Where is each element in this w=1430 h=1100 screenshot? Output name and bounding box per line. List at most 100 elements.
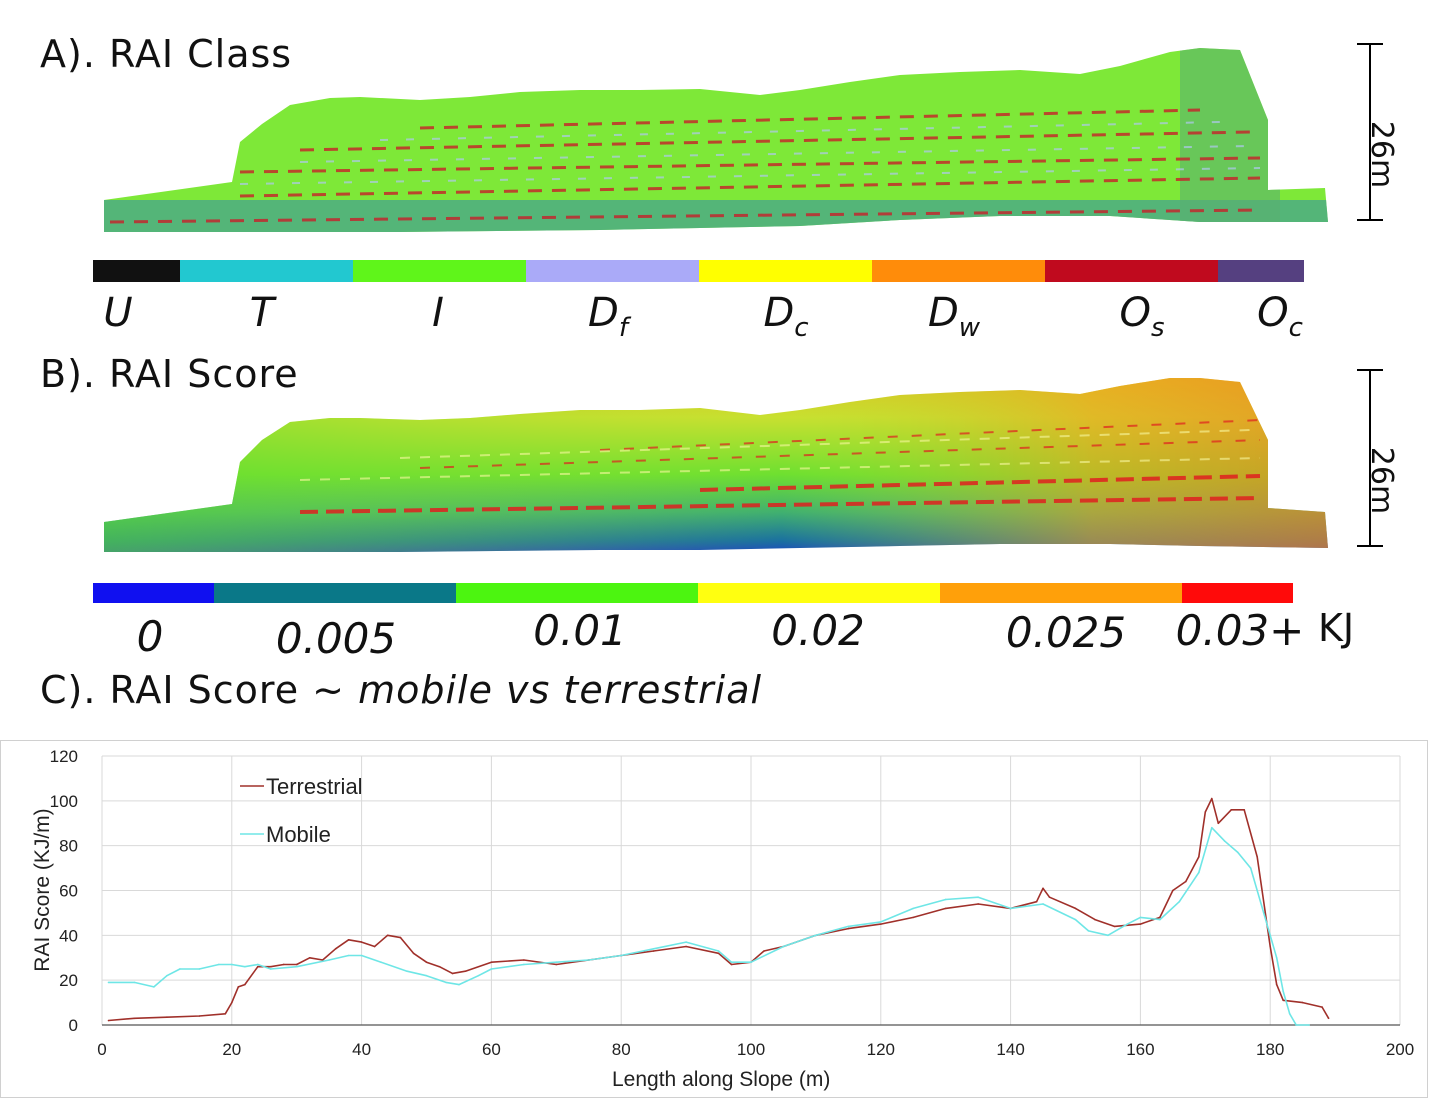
- data-point: [620, 954, 622, 957]
- data-point: [1113, 925, 1116, 928]
- data-point: [1301, 1001, 1304, 1004]
- data-point: [1139, 923, 1142, 925]
- data-point: [1074, 918, 1077, 921]
- data-point: [1185, 880, 1187, 883]
- data-point: [523, 963, 525, 966]
- data-point: [133, 981, 136, 984]
- data-point: [977, 903, 979, 905]
- data-point: [652, 950, 655, 952]
- data-point: [1223, 840, 1226, 842]
- data-point: [750, 961, 752, 964]
- data-point: [256, 963, 259, 966]
- data-point: [912, 916, 915, 919]
- data-point: [218, 963, 220, 966]
- data-point: [1230, 809, 1233, 811]
- x-tick-label: 140: [996, 1040, 1024, 1059]
- data-point: [815, 934, 817, 937]
- data-point: [1087, 930, 1090, 932]
- class-label-6: Os: [1119, 290, 1165, 343]
- x-tick-label: 100: [737, 1040, 765, 1059]
- score-label-2: 0.01: [533, 606, 627, 655]
- data-point: [373, 945, 376, 948]
- data-point: [1107, 934, 1109, 937]
- data-point: [1262, 912, 1265, 914]
- data-point: [451, 972, 454, 975]
- x-tick-label: 160: [1126, 1040, 1154, 1059]
- class-label-5: Dw: [927, 290, 981, 343]
- data-point: [321, 959, 324, 961]
- y-tick-label: 80: [59, 837, 78, 856]
- data-point: [1159, 916, 1161, 919]
- data-point: [1275, 983, 1278, 986]
- data-point: [243, 965, 246, 968]
- data-point: [880, 921, 882, 923]
- data-point: [555, 963, 558, 966]
- data-point: [685, 945, 687, 948]
- data-point: [490, 961, 493, 964]
- data-point: [133, 1017, 136, 1020]
- data-point: [555, 961, 558, 964]
- x-tick-label: 20: [222, 1040, 241, 1059]
- data-point: [360, 941, 363, 943]
- data-point: [406, 970, 408, 972]
- data-point: [847, 925, 850, 928]
- data-point: [1321, 1006, 1323, 1008]
- data-point: [1126, 923, 1129, 925]
- data-point: [763, 950, 765, 952]
- data-point: [243, 983, 246, 986]
- data-point: [717, 950, 720, 952]
- data-point: [256, 965, 259, 968]
- data-point: [1172, 889, 1174, 892]
- data-point: [347, 939, 350, 941]
- data-point: [880, 923, 882, 925]
- class-label-2: I: [432, 290, 444, 336]
- data-point: [847, 927, 850, 930]
- data-point: [782, 945, 785, 948]
- data-point: [944, 907, 947, 910]
- x-tick-label: 80: [612, 1040, 631, 1059]
- data-point: [153, 986, 155, 988]
- score-legend-unit: KJ: [1318, 606, 1355, 650]
- data-point: [1236, 851, 1239, 854]
- legend-label-mobile: Mobile: [266, 822, 331, 847]
- data-point: [328, 959, 330, 961]
- class-label-1: T: [249, 290, 275, 336]
- data-point: [1210, 826, 1213, 829]
- data-point: [490, 968, 493, 970]
- data-point: [652, 947, 655, 950]
- data-point: [107, 981, 110, 984]
- y-tick-label: 100: [50, 792, 78, 811]
- class-label-0: U: [103, 290, 133, 336]
- score-label-5: 0.03+: [1175, 606, 1305, 655]
- data-point: [347, 954, 350, 957]
- x-axis-title: Length along Slope (m): [612, 1068, 831, 1091]
- panel-c-title: C). RAI Score ~ mobile vs terrestrial: [40, 668, 763, 712]
- data-point: [1048, 896, 1051, 899]
- data-point: [231, 1001, 233, 1004]
- x-tick-label: 200: [1386, 1040, 1414, 1059]
- data-point: [1282, 999, 1284, 1002]
- data-point: [458, 983, 460, 986]
- data-point: [1269, 945, 1271, 948]
- data-point: [1042, 903, 1044, 905]
- data-point: [445, 981, 447, 984]
- data-point: [1210, 797, 1213, 800]
- data-point: [1042, 887, 1044, 890]
- data-point: [166, 1016, 168, 1018]
- data-point: [295, 963, 298, 966]
- y-tick-label: 40: [59, 926, 78, 945]
- data-point: [1275, 956, 1278, 959]
- x-tick-label: 60: [482, 1040, 501, 1059]
- data-point: [269, 968, 272, 970]
- x-tick-label: 120: [867, 1040, 895, 1059]
- data-point: [334, 947, 337, 950]
- score-label-4: 0.025: [1005, 608, 1127, 657]
- data-point: [166, 974, 168, 977]
- data-point: [1204, 811, 1207, 813]
- x-tick-label: 40: [352, 1040, 371, 1059]
- data-point: [1295, 1024, 1297, 1026]
- class-label-4: Dc: [763, 290, 809, 343]
- data-point: [1288, 1012, 1291, 1015]
- data-point: [425, 974, 428, 977]
- data-point: [224, 1012, 227, 1015]
